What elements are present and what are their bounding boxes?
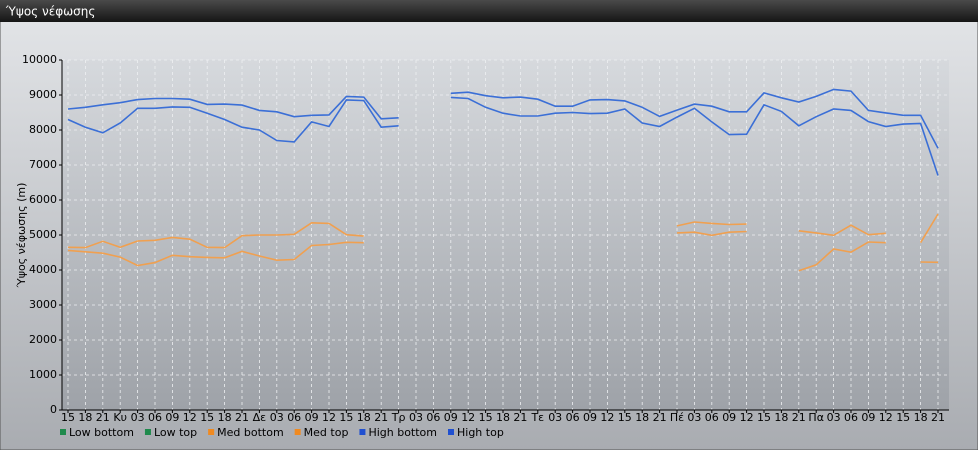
y-tick-label: 8000 — [29, 123, 57, 136]
x-tick-label: 03 — [270, 411, 284, 424]
legend-label: Low bottom — [69, 426, 134, 439]
x-tick-label: 12 — [740, 411, 754, 424]
legend-label: Low top — [154, 426, 197, 439]
title-bar — [0, 0, 978, 22]
legend-swatch — [294, 429, 301, 435]
x-tick-label: 09 — [722, 411, 736, 424]
y-tick-label: 1000 — [29, 368, 57, 381]
x-tick-label: 18 — [496, 411, 510, 424]
x-tick-label: 12 — [322, 411, 336, 424]
x-tick-label: 18 — [218, 411, 232, 424]
x-tick-label: Δε — [253, 411, 267, 424]
x-tick-label: Τε — [530, 411, 544, 424]
x-tick-label: Κυ — [113, 411, 127, 424]
x-tick-label: 03 — [409, 411, 423, 424]
x-tick-label: 18 — [357, 411, 371, 424]
x-tick-label: 12 — [600, 411, 614, 424]
y-tick-label: 3000 — [29, 298, 57, 311]
x-tick-label: 18 — [78, 411, 92, 424]
x-tick-label: 21 — [653, 411, 667, 424]
x-tick-label: 06 — [844, 411, 858, 424]
legend-swatch — [208, 429, 215, 435]
x-tick-label: 15 — [757, 411, 771, 424]
legend-label: High bottom — [368, 426, 437, 439]
series-line — [67, 230, 939, 272]
legend-swatch — [359, 429, 366, 435]
y-tick-label: 4000 — [29, 263, 57, 276]
x-tick-label: 06 — [426, 411, 440, 424]
y-tick-label: 7000 — [29, 158, 57, 171]
x-tick-label: 15 — [61, 411, 75, 424]
legend-label: High top — [457, 426, 504, 439]
legend-swatch — [144, 429, 151, 435]
x-tick-label: 09 — [305, 411, 319, 424]
x-tick-label: 03 — [131, 411, 145, 424]
x-tick-label: 12 — [183, 411, 197, 424]
x-tick-label: 06 — [705, 411, 719, 424]
x-tick-label: 15 — [200, 411, 214, 424]
x-tick-label: 06 — [148, 411, 162, 424]
x-tick-label: 18 — [914, 411, 928, 424]
x-tick-label: 21 — [513, 411, 527, 424]
legend-label: Med bottom — [217, 426, 284, 439]
y-axis-label: Ύψος νέφωσης (m) — [15, 183, 28, 289]
x-tick-label: 09 — [444, 411, 458, 424]
x-tick-label: 15 — [896, 411, 910, 424]
legend-swatch — [60, 429, 66, 435]
x-tick-label: 06 — [287, 411, 301, 424]
x-tick-label: 18 — [635, 411, 649, 424]
x-tick-label: 15 — [618, 411, 632, 424]
series-line — [67, 88, 939, 149]
y-tick-label: 2000 — [29, 333, 57, 346]
series-line — [67, 96, 939, 176]
y-tick-label: 9000 — [29, 88, 57, 101]
x-tick-label: 06 — [566, 411, 580, 424]
x-tick-label: 09 — [165, 411, 179, 424]
window-title: Ύψος νέφωσης — [5, 5, 95, 19]
x-tick-label: 18 — [774, 411, 788, 424]
x-tick-label: 03 — [827, 411, 841, 424]
x-tick-label: 12 — [879, 411, 893, 424]
x-tick-label: 21 — [96, 411, 110, 424]
y-tick-label: 0 — [50, 403, 57, 416]
x-tick-label: 03 — [548, 411, 562, 424]
x-tick-label: Πέ — [670, 411, 684, 424]
x-tick-label: 12 — [461, 411, 475, 424]
legend-label: Med top — [304, 426, 349, 439]
y-tick-label: 10000 — [22, 53, 57, 66]
x-tick-label: 21 — [931, 411, 945, 424]
series-line — [67, 213, 939, 249]
y-tick-label: 6000 — [29, 193, 57, 206]
x-tick-label: 21 — [792, 411, 806, 424]
y-tick-label: 5000 — [29, 228, 57, 241]
x-tick-label: 09 — [583, 411, 597, 424]
x-tick-label: 15 — [339, 411, 353, 424]
x-tick-label: Πα — [808, 411, 824, 424]
x-tick-label: 15 — [479, 411, 493, 424]
x-tick-label: 21 — [235, 411, 249, 424]
x-tick-label: 03 — [687, 411, 701, 424]
legend-swatch — [448, 429, 454, 435]
x-tick-label: Τρ — [391, 411, 406, 424]
x-tick-label: 21 — [374, 411, 388, 424]
x-tick-label: 09 — [861, 411, 875, 424]
